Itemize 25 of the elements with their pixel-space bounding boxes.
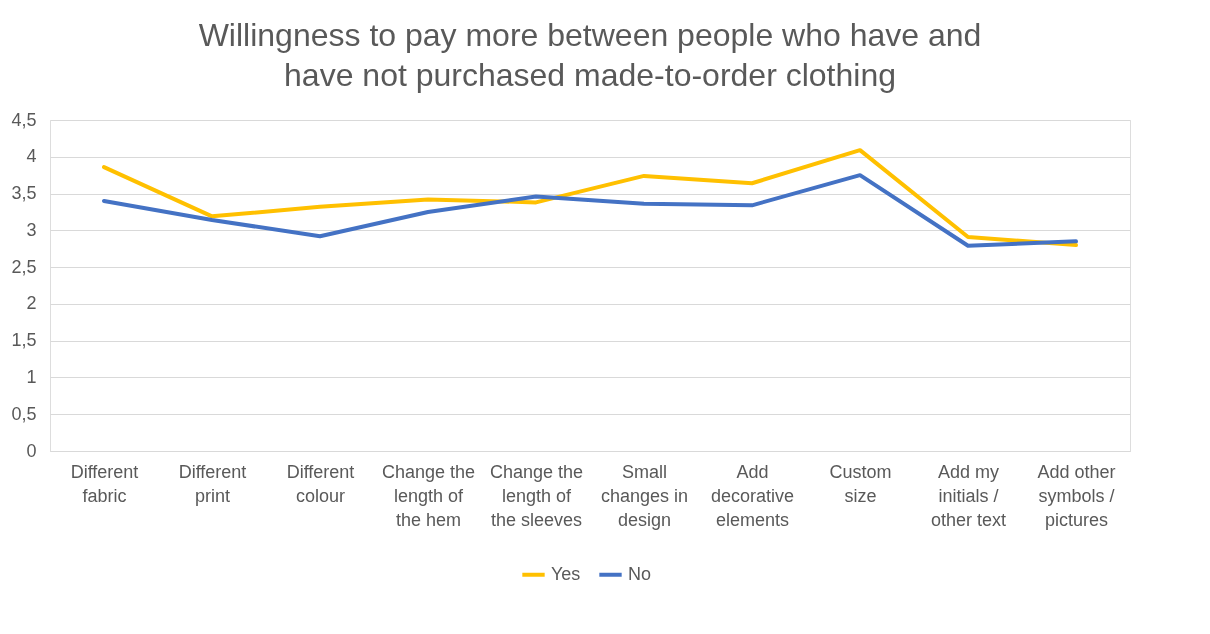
y-tick-label: 1,5 <box>11 330 37 351</box>
x-tick-label: Add decorative elements <box>710 461 795 530</box>
y-tick-label: 4 <box>26 146 37 167</box>
chart-title: Willingness to pay more between people who have and have not purchased made-to-order clothing <box>198 17 982 93</box>
y-tick-label: 4,5 <box>11 109 37 130</box>
y-tick-label: 0,5 <box>11 403 37 424</box>
legend-label: No <box>628 563 652 584</box>
x-tick-label: Different print <box>178 461 247 506</box>
x-tick-label: Change the length of the hem <box>381 461 476 530</box>
x-tick-label: Different colour <box>286 461 355 506</box>
y-tick-label: 0 <box>26 440 37 461</box>
x-tick-label: Add my initials / other text <box>930 461 1007 530</box>
x-tick-label: Add other symbols / pictures <box>1037 461 1116 530</box>
y-tick-label: 2,5 <box>11 256 37 277</box>
y-tick-label: 2 <box>26 293 37 314</box>
y-tick-label: 3 <box>26 219 37 240</box>
line-series <box>102 148 1078 248</box>
y-tick-label: 1 <box>26 366 37 387</box>
x-tick-label: Change the length of the sleeves <box>489 461 584 530</box>
x-tick-label: Different fabric <box>70 461 139 506</box>
x-tick-label: Small changes in design <box>600 461 689 530</box>
y-tick-label: 3,5 <box>11 183 37 204</box>
x-tick-label: Custom size <box>829 461 892 506</box>
line-series <box>102 173 1078 248</box>
legend-label: Yes <box>551 563 581 584</box>
